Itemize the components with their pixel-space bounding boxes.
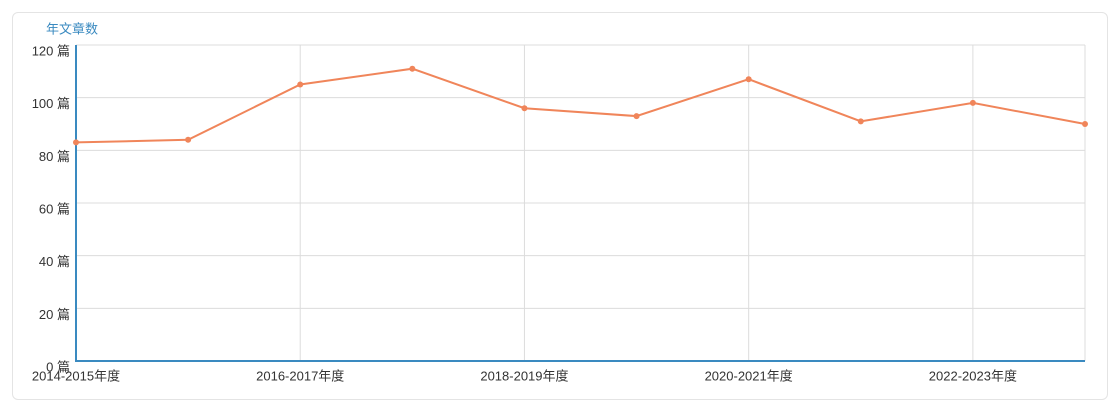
y-axis-title: 年文章数 <box>46 21 98 36</box>
x-tick-label: 2018-2019年度 <box>480 368 568 383</box>
card <box>12 12 1108 400</box>
point <box>73 139 79 146</box>
point <box>185 136 192 143</box>
y-tick-label: 0 篇 <box>46 359 70 374</box>
x-tick-label: 2016-2017年度 <box>256 368 344 383</box>
point <box>521 105 528 112</box>
y-tick-label: 80 篇 <box>39 149 70 164</box>
x-tick-label: 2022-2023年度 <box>929 368 1017 383</box>
point <box>409 65 416 72</box>
point <box>969 99 976 106</box>
point <box>1082 121 1088 127</box>
y-tick-label: 60 篇 <box>39 201 70 216</box>
point <box>633 113 640 120</box>
point <box>857 118 864 125</box>
line <box>75 67 1086 144</box>
point <box>297 81 304 88</box>
y-tick-label: 100 篇 <box>32 96 70 111</box>
y-tick-label: 20 篇 <box>39 307 70 322</box>
y-tick-label: 40 篇 <box>39 254 70 269</box>
y-tick-label: 120 篇 <box>32 43 70 58</box>
x-tick-label: 2014-2015年度 <box>32 368 120 383</box>
x-tick-label: 2020-2021年度 <box>705 368 793 383</box>
point <box>745 76 752 83</box>
